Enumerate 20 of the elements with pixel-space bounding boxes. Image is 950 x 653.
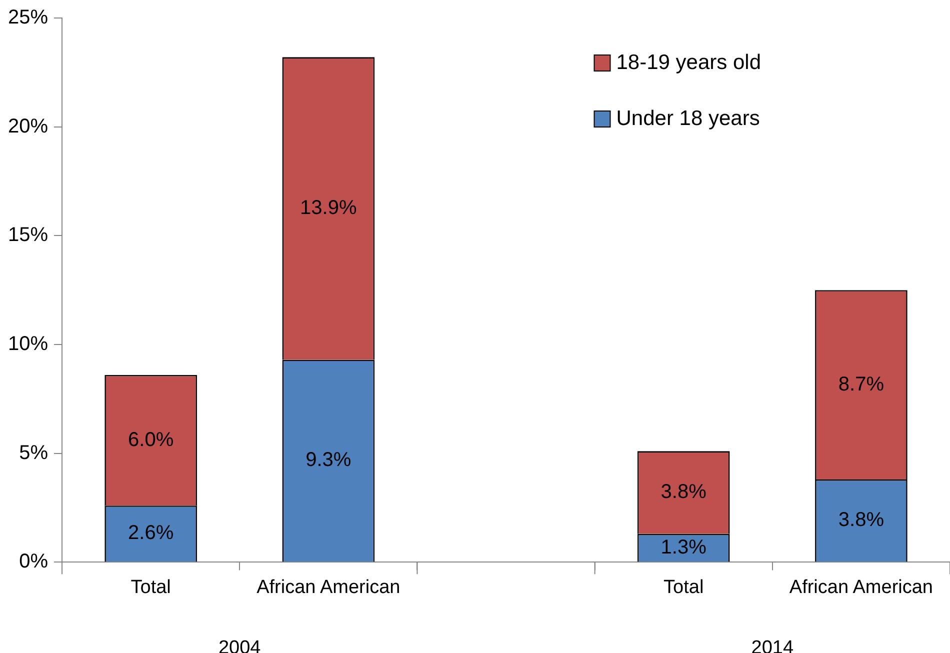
data-label: 3.8%	[838, 509, 884, 532]
x-tick-label: African American	[789, 576, 934, 598]
x-tick-label: Total	[130, 576, 171, 598]
data-label: 6.0%	[128, 428, 174, 451]
legend-label: Under 18 years	[616, 106, 760, 130]
data-label: 1.3%	[660, 536, 707, 558]
y-tick-label: 15%	[8, 224, 48, 246]
data-label: 2.6%	[128, 522, 174, 544]
legend-label: 18-19 years old	[616, 50, 762, 74]
data-label: 8.7%	[838, 373, 884, 396]
y-tick-label: 25%	[8, 6, 48, 29]
y-tick-label: 5%	[19, 442, 48, 464]
data-label: 13.9%	[300, 196, 357, 219]
data-label: 9.3%	[306, 449, 352, 472]
data-label: 3.8%	[660, 481, 707, 504]
x-tick-label: Total	[664, 576, 704, 598]
y-tick-label: 20%	[8, 115, 48, 138]
x-tick-label: African American	[256, 576, 400, 598]
y-tick-label: 10%	[8, 333, 48, 356]
y-tick-label: 0%	[19, 550, 48, 573]
